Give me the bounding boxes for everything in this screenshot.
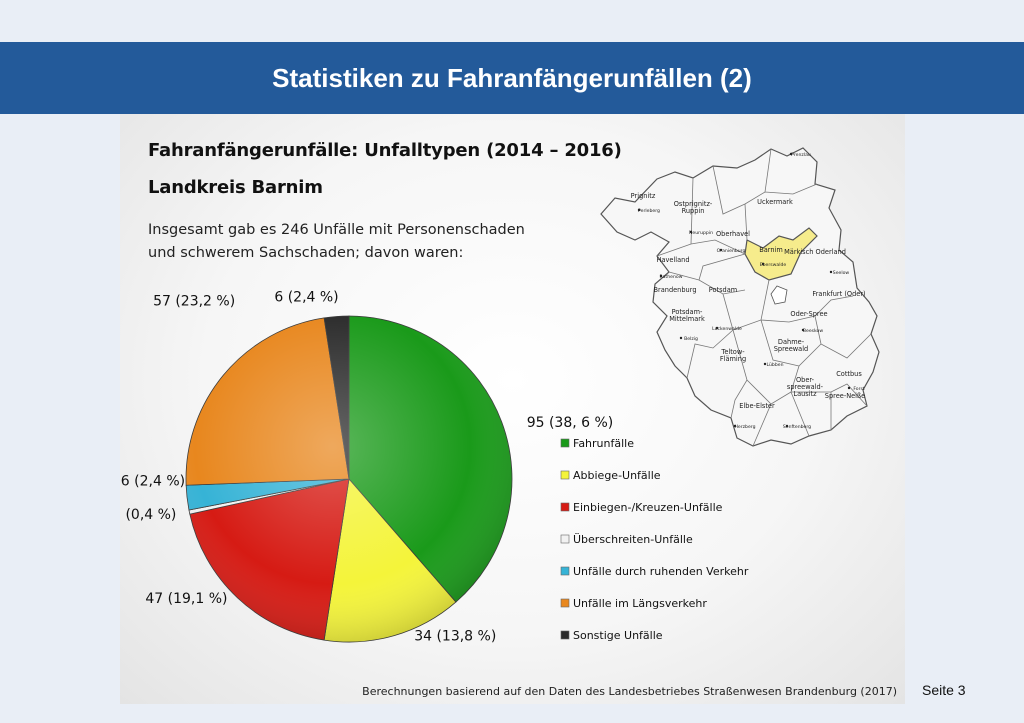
map-label: Ostprignitz-Ruppin <box>674 200 713 215</box>
map-label: Neuruppin <box>689 230 713 236</box>
map-label: Frankfurt (Oder) <box>812 290 865 298</box>
map-label: Teltow-Fläming <box>720 348 746 363</box>
map-label: Prignitz <box>631 192 656 200</box>
data-label-fahrunfaelle: 95 (38, 6 %) <box>527 415 614 431</box>
legend-label: Überschreiten-Unfälle <box>573 533 693 546</box>
legend-label: Unfälle im Längsverkehr <box>573 597 707 610</box>
legend-label: Abbiege-Unfälle <box>573 469 661 482</box>
map-label: Ober-spreewald-Lausitz <box>787 376 824 398</box>
legend-swatch <box>560 534 570 544</box>
map-label: Luckenwalde <box>712 326 742 332</box>
map-label: Spree-Neiße <box>825 392 865 400</box>
map-label: Beeskow <box>803 328 824 334</box>
map-label: Herzberg <box>734 424 755 430</box>
map-label: Oranienburg <box>717 248 746 254</box>
map-label: Oberhavel <box>716 230 750 238</box>
legend-label: Unfälle durch ruhenden Verkehr <box>573 565 749 578</box>
legend-item-abbiege-unfaelle: Abbiege-Unfälle <box>560 469 661 482</box>
map-town-dot <box>763 362 767 366</box>
map-label: Havelland <box>656 256 689 264</box>
data-label-ruhender-verkehr: 6 (2,4 %) <box>121 474 185 490</box>
map-label: Eberswalde <box>760 262 787 268</box>
map-label: Uckermark <box>757 198 793 206</box>
header-bar: Statistiken zu Fahranfängerunfällen (2) <box>0 42 1024 114</box>
legend-swatch <box>560 470 570 480</box>
map-town-dot <box>789 152 793 156</box>
map-town-dot <box>719 248 723 252</box>
source-note: Berechnungen basierend auf den Daten des… <box>362 685 897 698</box>
map-label: Barnim <box>759 246 783 254</box>
map-town-dot <box>785 424 789 428</box>
intro-line-1: Insgesamt gab es 246 Unfälle mit Persone… <box>148 222 525 238</box>
map-label: Perleberg <box>638 208 660 214</box>
legend-label: Fahrunfälle <box>573 437 634 450</box>
legend-item-fahrunfaelle: Fahrunfälle <box>560 437 634 450</box>
map-label: Elbe-Elster <box>739 402 775 410</box>
brandenburg-map: Prignitz Ostprignitz-Ruppin Uckermark Barni… <box>600 147 880 447</box>
map-town-dot <box>801 328 805 332</box>
legend-swatch <box>560 630 570 640</box>
legend-label: Einbiegen-/Kreuzen-Unfälle <box>573 501 723 514</box>
legend-swatch <box>560 566 570 576</box>
data-label-ueberschreiten-unfaelle: 1 (0,4 %) <box>120 507 176 523</box>
map-label: Potsdam-Mittelmark <box>669 308 705 323</box>
map-outline <box>600 147 880 447</box>
map-town-dot <box>679 336 683 340</box>
chart-title: Fahranfängerunfälle: Unfalltypen (2014 –… <box>148 140 622 161</box>
map-label: Dahme-Spreewald <box>774 338 809 353</box>
data-label-laengsverkehr: 57 (23,2 %) <box>153 293 235 309</box>
map-label: Seelow <box>833 270 850 276</box>
map-town-dot <box>733 424 737 428</box>
map-label: Rathenow <box>660 274 683 280</box>
legend-item-laengsverkehr: Unfälle im Längsverkehr <box>560 597 707 610</box>
legend-item-ruhender-verkehr: Unfälle durch ruhenden Verkehr <box>560 565 749 578</box>
legend-swatch <box>560 502 570 512</box>
legend-swatch <box>560 598 570 608</box>
data-label-einbiegen-kreuzen-unfaelle: 47 (19,1 %) <box>145 591 227 607</box>
page-number: Seite 3 <box>922 682 966 698</box>
map-town-dot <box>715 326 719 330</box>
map-label: Brandenburg <box>653 286 696 294</box>
map-town-dot <box>761 262 765 266</box>
map-label: Märkisch Oderland <box>784 248 846 256</box>
intro-line-2: und schwerem Sachschaden; davon waren: <box>148 245 464 261</box>
slide-title: Statistiken zu Fahranfängerunfällen (2) <box>272 62 752 93</box>
chart-subtitle: Landkreis Barnim <box>148 177 323 198</box>
legend-item-ueberschreiten-unfaelle: Überschreiten-Unfälle <box>560 533 693 546</box>
barnim-highlight <box>744 227 818 281</box>
pie-slice-laengsverkehr <box>185 317 350 486</box>
map-label: Belzig <box>684 336 698 342</box>
legend-swatch <box>560 438 570 448</box>
map-label: Senftenberg <box>783 424 811 430</box>
map-label: Cottbus <box>836 370 862 378</box>
legend-item-sonstige-unfaelle: Sonstige Unfälle <box>560 629 663 642</box>
map-town-dot <box>637 208 641 212</box>
legend-label: Sonstige Unfälle <box>573 629 663 642</box>
map-label: Potsdam <box>709 286 737 294</box>
data-label-abbiege-unfaelle: 34 (13,8 %) <box>414 629 496 645</box>
map-label: Forst <box>853 386 865 392</box>
legend-item-einbiegen-kreuzen-unfaelle: Einbiegen-/Kreuzen-Unfälle <box>560 501 723 514</box>
map-label: Oder-Spree <box>790 310 827 318</box>
data-label-sonstige-unfaelle: 6 (2,4 %) <box>274 290 338 306</box>
map-label: Prenzlau <box>791 152 811 158</box>
map-town-dot <box>847 386 851 390</box>
map-town-dot <box>659 274 663 278</box>
map-town-dot <box>829 270 833 274</box>
map-town-dot <box>689 230 693 234</box>
map-labels: Prignitz Ostprignitz-Ruppin Uckermark Barni… <box>631 152 866 430</box>
map-label: Lübben <box>767 362 784 368</box>
content-panel: Fahranfängerunfälle: Unfalltypen (2014 –… <box>120 114 905 704</box>
